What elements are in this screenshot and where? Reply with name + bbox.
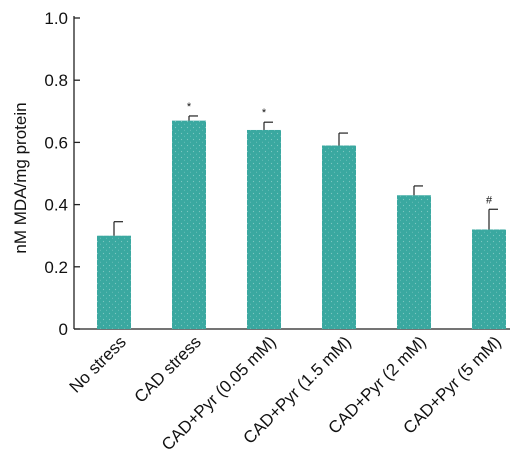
- bar-texture: [397, 195, 431, 329]
- x-category-label: No stress: [66, 332, 130, 396]
- y-tick-label: 0.4: [44, 196, 68, 215]
- y-tick-label: 0: [59, 320, 68, 339]
- bars: [97, 115, 506, 329]
- y-axis-title: nM MDA/mg protein: [11, 102, 30, 253]
- axes: [73, 16, 510, 330]
- y-tick-label: 0.8: [44, 71, 68, 90]
- bar-texture: [97, 235, 131, 329]
- significance-marker: *: [187, 101, 192, 113]
- y-tick-label: 1.0: [44, 9, 68, 28]
- bar-texture: [172, 120, 206, 329]
- y-tick-label: 0.2: [44, 258, 68, 277]
- bar-texture: [472, 229, 506, 329]
- significance-marker: #: [486, 194, 493, 206]
- bar-texture: [247, 129, 281, 329]
- significance-marker: *: [262, 107, 267, 119]
- y-tick-label: 0.6: [44, 133, 68, 152]
- bar-texture: [322, 145, 356, 329]
- x-category-label: CAD stress: [131, 332, 205, 406]
